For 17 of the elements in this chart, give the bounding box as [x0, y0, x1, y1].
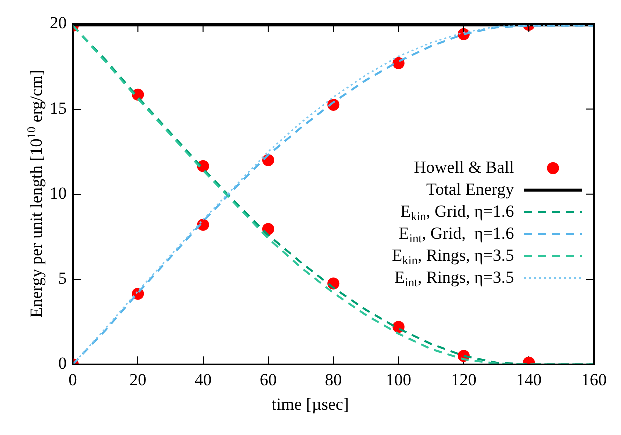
y-tick-label: 15 [50, 98, 67, 118]
x-axis-title: time [µsec] [270, 394, 350, 415]
y-tick-label: 5 [58, 268, 67, 288]
x-tick-label: 80 [325, 370, 342, 390]
x-tick-label: 40 [194, 370, 212, 390]
x-tick-label: 140 [516, 370, 542, 390]
y-tick-label: 20 [50, 14, 67, 33]
x-tick-label: 160 [582, 370, 607, 390]
legend-label: Howell & Ball [414, 158, 515, 177]
x-tick-label: 20 [130, 370, 147, 390]
y-tick-label: 0 [58, 354, 67, 374]
y-tick-label: 10 [50, 184, 67, 203]
x-tick-label: 120 [451, 370, 477, 390]
legend-label: Total Energy [426, 180, 515, 199]
x-tick-label: 100 [386, 370, 412, 390]
x-tick-label: 60 [260, 370, 277, 390]
line-series [73, 24, 594, 365]
